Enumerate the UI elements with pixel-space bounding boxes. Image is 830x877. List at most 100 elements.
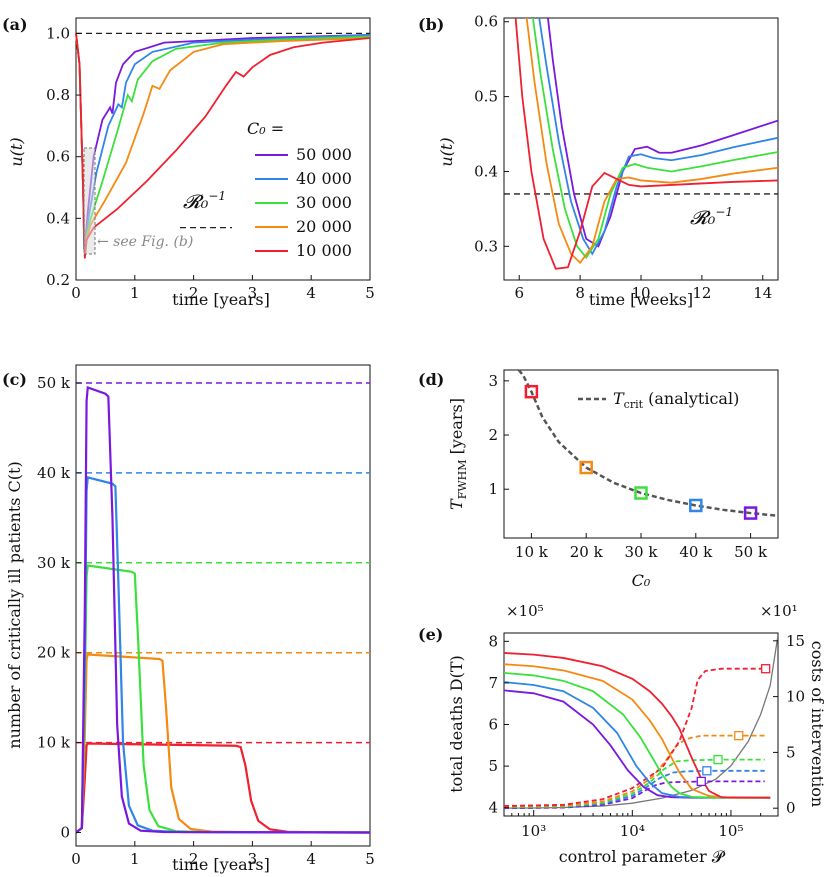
panel-a-legend-entry: 40 000 bbox=[296, 169, 352, 188]
panel-c-ylabel: number of critically ill patients C(t) bbox=[5, 461, 24, 748]
panel-c-ytick-label: 40 k bbox=[37, 464, 71, 482]
panel-a-ytick-label: 0.4 bbox=[46, 209, 70, 227]
panel-e-cost-series-50000 bbox=[504, 780, 765, 810]
panel-e-cost-marker-30000 bbox=[713, 754, 723, 765]
panel-d-label: (d) bbox=[418, 370, 444, 389]
panel-b-xtick-label: 8 bbox=[575, 284, 585, 302]
panel-e-xtick-label: 10⁴ bbox=[620, 822, 645, 840]
panel-c: (c) 0 1 2 3 4 5 0 10 k 20 k 30 k 40 k 50 k time [ye… bbox=[2, 364, 375, 874]
panel-a-see-fig-b: ← see Fig. (b) bbox=[97, 234, 193, 250]
panel-e: (e) ×10⁵ ×10¹ 10³ 10⁴ 10⁵ 4 5 6 7 8 0 5 10 15 contr… bbox=[418, 602, 827, 866]
panel-e-deaths-series-10000 bbox=[504, 652, 771, 799]
panel-a-grid bbox=[76, 32, 370, 229]
panel-d-xtick-label: 50 k bbox=[734, 543, 768, 561]
panel-e-xtick-label: 10³ bbox=[521, 822, 546, 840]
panel-d-points bbox=[524, 384, 758, 520]
panel-b-ticks: 6 8 10 12 14 0.3 0.4 0.5 0.6 bbox=[474, 13, 772, 302]
panel-e-xlabel: control parameter 𝓟 bbox=[559, 847, 726, 866]
panel-c-ytick-label: 20 k bbox=[37, 644, 71, 662]
panel-e-left-ytick-label: 8 bbox=[488, 632, 498, 650]
panel-b-xtick-label: 12 bbox=[692, 284, 711, 302]
panel-d-ytick-label: 2 bbox=[488, 426, 498, 444]
panel-a-legend-entry: 20 000 bbox=[296, 217, 352, 236]
panel-a-xtick-label: 2 bbox=[189, 284, 199, 302]
panel-b: (b) 6 8 10 12 14 0.3 0.4 0.5 0.6 time [weeks] u(… bbox=[418, 13, 779, 309]
panel-a-ytick-label: 0.2 bbox=[46, 271, 70, 289]
panel-a-legend-entry: 50 000 bbox=[296, 145, 352, 164]
panel-b-series-20000 bbox=[525, 18, 778, 265]
panel-e-cost-marker-50000 bbox=[696, 776, 706, 787]
panel-d-ylabel: TFWHM [years] bbox=[447, 398, 469, 510]
panel-b-series-10000 bbox=[514, 18, 778, 270]
panel-c-ticks: 0 1 2 3 4 5 0 10 k 20 k 30 k 40 k 50 k bbox=[37, 374, 375, 868]
panel-d-xtick-label: 40 k bbox=[679, 543, 713, 561]
panel-e-left-ytick-label: 6 bbox=[488, 716, 498, 734]
panel-a-xtick-label: 5 bbox=[365, 284, 375, 302]
panel-a-xtick-label: 4 bbox=[306, 284, 316, 302]
panel-e-series bbox=[504, 635, 778, 810]
panel-d-legend-text: Tcrit (analytical) bbox=[613, 389, 739, 411]
panel-a-xtick-label: 0 bbox=[71, 284, 81, 302]
panel-c-ytick-label: 30 k bbox=[37, 554, 71, 572]
panel-d-point-50000 bbox=[743, 506, 758, 520]
panel-e-cost-marker-10000 bbox=[761, 664, 771, 674]
panel-e-deaths-series-20000 bbox=[504, 663, 771, 799]
panel-c-xlabel: time [years] bbox=[172, 855, 270, 874]
panel-e-left-ytick-label: 4 bbox=[488, 799, 498, 817]
panel-c-xtick-label: 1 bbox=[130, 850, 140, 868]
panel-b-ytick-label: 0.3 bbox=[474, 237, 498, 255]
panel-b-series bbox=[514, 18, 778, 270]
panel-d-ytick-label: 3 bbox=[488, 372, 498, 390]
panel-d-xlabel: C₀ bbox=[632, 571, 651, 590]
panel-e-xtick-label: 10⁵ bbox=[718, 822, 743, 840]
panel-a-xtick-label: 1 bbox=[130, 284, 140, 302]
panel-e-right-ytick-label: 0 bbox=[786, 799, 796, 817]
panel-e-right-ytick-label: 15 bbox=[786, 632, 805, 650]
panel-c-series-50000 bbox=[75, 385, 371, 834]
panel-e-overall-cost-curve bbox=[504, 635, 778, 809]
panel-e-right-ytick-label: 5 bbox=[786, 743, 796, 761]
panel-d-xtick-label: 20 k bbox=[570, 543, 604, 561]
panel-d-analytical-curve bbox=[517, 369, 779, 518]
panel-a: (a) 0 1 2 3 4 5 0.2 0.4 0.6 0.8 1.0 time [years] u… bbox=[2, 15, 375, 309]
panel-e-left-ylabel: total deaths D(T) bbox=[447, 655, 466, 793]
panel-a-legend-entry: 10 000 bbox=[296, 241, 352, 260]
panel-d-ytick-label: 1 bbox=[488, 480, 498, 498]
panel-e-label: (e) bbox=[418, 625, 443, 644]
panel-e-right-multiplier: ×10¹ bbox=[760, 602, 798, 620]
panel-a-frame bbox=[75, 17, 371, 281]
panel-b-xtick-label: 10 bbox=[631, 284, 650, 302]
panel-b-xlabel: time [weeks] bbox=[589, 290, 693, 309]
panel-b-xtick-label: 14 bbox=[753, 284, 772, 302]
panel-c-xtick-label: 5 bbox=[365, 850, 375, 868]
panel-d-point-20000 bbox=[579, 460, 593, 475]
panel-a-label: (a) bbox=[2, 15, 28, 34]
panel-d-point-40000 bbox=[689, 498, 703, 513]
panel-d-legend: Tcrit (analytical) bbox=[578, 389, 739, 411]
panel-e-left-ytick-label: 7 bbox=[488, 674, 498, 692]
panel-a-ytick-label: 0.8 bbox=[46, 86, 70, 104]
panel-c-grid bbox=[76, 382, 370, 744]
panel-b-r0-annotation: 𝓡₀−1 bbox=[690, 205, 733, 229]
panel-c-xtick-label: 2 bbox=[189, 850, 199, 868]
panel-e-cost-marker-40000 bbox=[702, 766, 712, 776]
panel-b-ytick-label: 0.4 bbox=[474, 162, 498, 180]
panel-e-cost-series-30000 bbox=[504, 758, 765, 808]
panel-e-left-ytick-label: 5 bbox=[488, 757, 498, 775]
panel-a-r0-annotation: 𝓡₀−1 bbox=[183, 189, 226, 213]
panel-c-ytick-label: 0 bbox=[60, 824, 70, 842]
panel-d-xtick-label: 10 k bbox=[515, 543, 549, 561]
panel-b-xtick-label: 6 bbox=[514, 284, 524, 302]
panel-b-series-30000 bbox=[532, 18, 778, 260]
panel-a-ytick-label: 1.0 bbox=[46, 24, 70, 42]
panel-b-ytick-label: 0.6 bbox=[474, 13, 498, 31]
panel-c-ytick-label: 50 k bbox=[37, 374, 71, 392]
panel-c-series bbox=[75, 385, 371, 834]
panel-b-ytick-label: 0.5 bbox=[474, 88, 498, 106]
panel-a-ylabel: u(t) bbox=[7, 137, 26, 166]
panel-a-zoom-box bbox=[83, 147, 96, 255]
panel-a-ticks: 0 1 2 3 4 5 0.2 0.4 0.6 0.8 1.0 bbox=[46, 24, 375, 302]
panel-e-cost-marker-20000 bbox=[734, 731, 744, 741]
panel-e-right-ylabel: costs of intervention bbox=[808, 641, 827, 807]
panel-d-point-30000 bbox=[634, 486, 648, 500]
